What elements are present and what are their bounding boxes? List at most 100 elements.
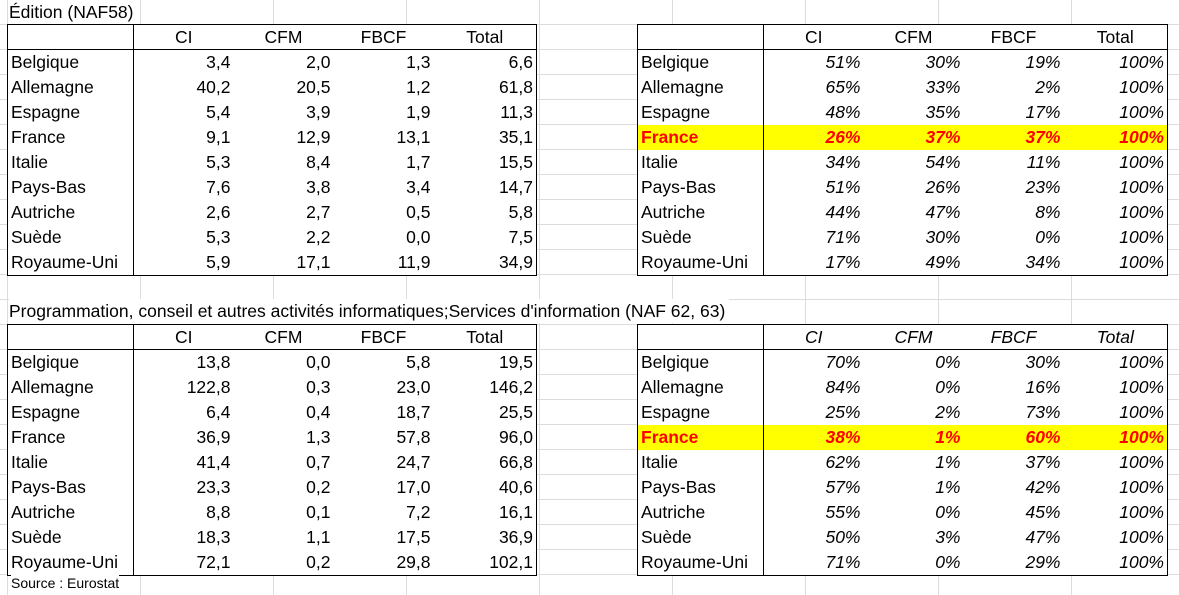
column-header[interactable]: CI	[133, 324, 234, 350]
block-title-edition[interactable]: Édition (NAF58)	[9, 0, 138, 24]
value-cell[interactable]: 15,5	[498, 152, 533, 172]
value-cell[interactable]: 44%	[825, 202, 861, 222]
value-cell[interactable]: 3,4	[406, 177, 431, 197]
value-cell[interactable]: 1,7	[406, 152, 431, 172]
value-cell[interactable]: 100%	[1119, 77, 1164, 97]
country-cell[interactable]: Suède	[7, 225, 134, 250]
value-cell[interactable]: 23%	[1025, 177, 1061, 197]
value-cell[interactable]: 5,3	[206, 152, 231, 172]
value-cell[interactable]: 29,8	[396, 552, 431, 572]
value-cell[interactable]: 1%	[935, 477, 961, 497]
column-header[interactable]: CFM	[233, 324, 334, 350]
country-cell[interactable]: Belgique	[637, 49, 764, 75]
column-header[interactable]: FBCF	[963, 324, 1064, 350]
value-cell[interactable]: 9,1	[206, 127, 231, 147]
value-cell[interactable]: 3,8	[306, 177, 331, 197]
value-cell[interactable]: 0,2	[306, 552, 331, 572]
value-cell[interactable]: 0,4	[306, 402, 331, 422]
value-cell[interactable]: 40,2	[196, 77, 231, 97]
value-cell[interactable]: 0,0	[306, 352, 331, 372]
value-cell[interactable]: 6,6	[508, 52, 533, 72]
value-cell[interactable]: 36,9	[498, 527, 533, 547]
value-cell[interactable]: 7,5	[508, 227, 533, 247]
country-cell[interactable]: Autriche	[637, 200, 764, 225]
value-cell[interactable]: 34%	[1025, 252, 1061, 272]
value-cell[interactable]: 25,5	[498, 402, 533, 422]
value-cell[interactable]: 0%	[935, 352, 961, 372]
country-cell[interactable]: Espagne	[637, 400, 764, 425]
value-cell[interactable]: 11,9	[397, 252, 431, 272]
value-cell[interactable]: 100%	[1119, 477, 1164, 497]
country-cell[interactable]: Allemagne	[7, 75, 134, 100]
country-cell[interactable]: Suède	[637, 225, 764, 250]
column-header[interactable]: CI	[133, 24, 234, 50]
country-cell[interactable]: Suède	[637, 525, 764, 550]
value-cell[interactable]: 0,7	[306, 452, 331, 472]
country-cell[interactable]: Italie	[7, 450, 134, 475]
value-cell[interactable]: 38%	[763, 425, 864, 450]
value-cell[interactable]: 100%	[1119, 452, 1164, 472]
value-cell[interactable]: 30%	[1025, 352, 1061, 372]
value-cell[interactable]: 25%	[825, 402, 861, 422]
value-cell[interactable]: 0,1	[306, 502, 331, 522]
value-cell[interactable]: 71%	[825, 552, 861, 572]
value-cell[interactable]: 40,6	[498, 477, 533, 497]
country-cell[interactable]: Autriche	[7, 500, 134, 525]
value-cell[interactable]: 57%	[825, 477, 861, 497]
value-cell[interactable]: 35%	[925, 102, 961, 122]
value-cell[interactable]: 17%	[1025, 102, 1061, 122]
column-header[interactable]: Total	[1063, 324, 1168, 350]
value-cell[interactable]: 100%	[1119, 52, 1164, 72]
column-header[interactable]: Total	[433, 324, 537, 350]
value-cell[interactable]: 33%	[925, 77, 961, 97]
value-cell[interactable]: 37%	[863, 125, 964, 150]
value-cell[interactable]: 2%	[935, 402, 961, 422]
value-cell[interactable]: 71%	[825, 227, 861, 247]
country-cell[interactable]: Pays-Bas	[7, 175, 134, 200]
value-cell[interactable]: 1,2	[406, 77, 431, 97]
country-cell[interactable]: Royaume-Uni	[637, 250, 764, 276]
country-cell[interactable]: France	[7, 125, 134, 150]
value-cell[interactable]: 36,9	[196, 427, 231, 447]
country-cell[interactable]: Belgique	[7, 349, 134, 375]
column-header[interactable]: CI	[763, 24, 864, 50]
column-header[interactable]: FBCF	[333, 324, 434, 350]
country-cell[interactable]: Royaume-Uni	[7, 550, 134, 576]
country-cell[interactable]: Italie	[637, 150, 764, 175]
value-cell[interactable]: 51%	[825, 52, 861, 72]
value-cell[interactable]: 1,3	[406, 52, 431, 72]
country-cell[interactable]: Allemagne	[637, 375, 764, 400]
value-cell[interactable]: 13,1	[396, 127, 431, 147]
value-cell[interactable]: 6,4	[206, 402, 231, 422]
value-cell[interactable]: 16%	[1025, 377, 1061, 397]
value-cell[interactable]: 122,8	[186, 377, 231, 397]
value-cell[interactable]: 100%	[1119, 552, 1164, 572]
country-cell[interactable]: France	[637, 425, 764, 450]
value-cell[interactable]: 19%	[1025, 52, 1061, 72]
value-cell[interactable]: 18,3	[196, 527, 231, 547]
value-cell[interactable]: 17,5	[396, 527, 431, 547]
value-cell[interactable]: 70%	[825, 352, 861, 372]
value-cell[interactable]: 7,2	[406, 502, 431, 522]
value-cell[interactable]: 20,5	[296, 77, 331, 97]
country-cell[interactable]: France	[637, 125, 764, 150]
value-cell[interactable]: 0%	[1035, 227, 1061, 247]
value-cell[interactable]: 18,7	[396, 402, 431, 422]
value-cell[interactable]: 26%	[763, 125, 864, 150]
value-cell[interactable]: 102,1	[489, 552, 533, 572]
value-cell[interactable]: 16,1	[498, 502, 533, 522]
country-cell[interactable]: Pays-Bas	[637, 475, 764, 500]
value-cell[interactable]: 34%	[825, 152, 861, 172]
block-title-informatique[interactable]: Programmation, conseil et autres activit…	[9, 299, 730, 323]
value-cell[interactable]: 2%	[1035, 77, 1061, 97]
value-cell[interactable]: 55%	[825, 502, 861, 522]
column-header[interactable]: CFM	[863, 24, 964, 50]
country-cell[interactable]: Allemagne	[7, 375, 134, 400]
value-cell[interactable]: 84%	[825, 377, 861, 397]
country-cell[interactable]: Autriche	[637, 500, 764, 525]
country-cell[interactable]: Italie	[637, 450, 764, 475]
value-cell[interactable]: 100%	[1119, 252, 1164, 272]
value-cell[interactable]: 23,3	[196, 477, 231, 497]
country-cell[interactable]: Espagne	[637, 100, 764, 125]
